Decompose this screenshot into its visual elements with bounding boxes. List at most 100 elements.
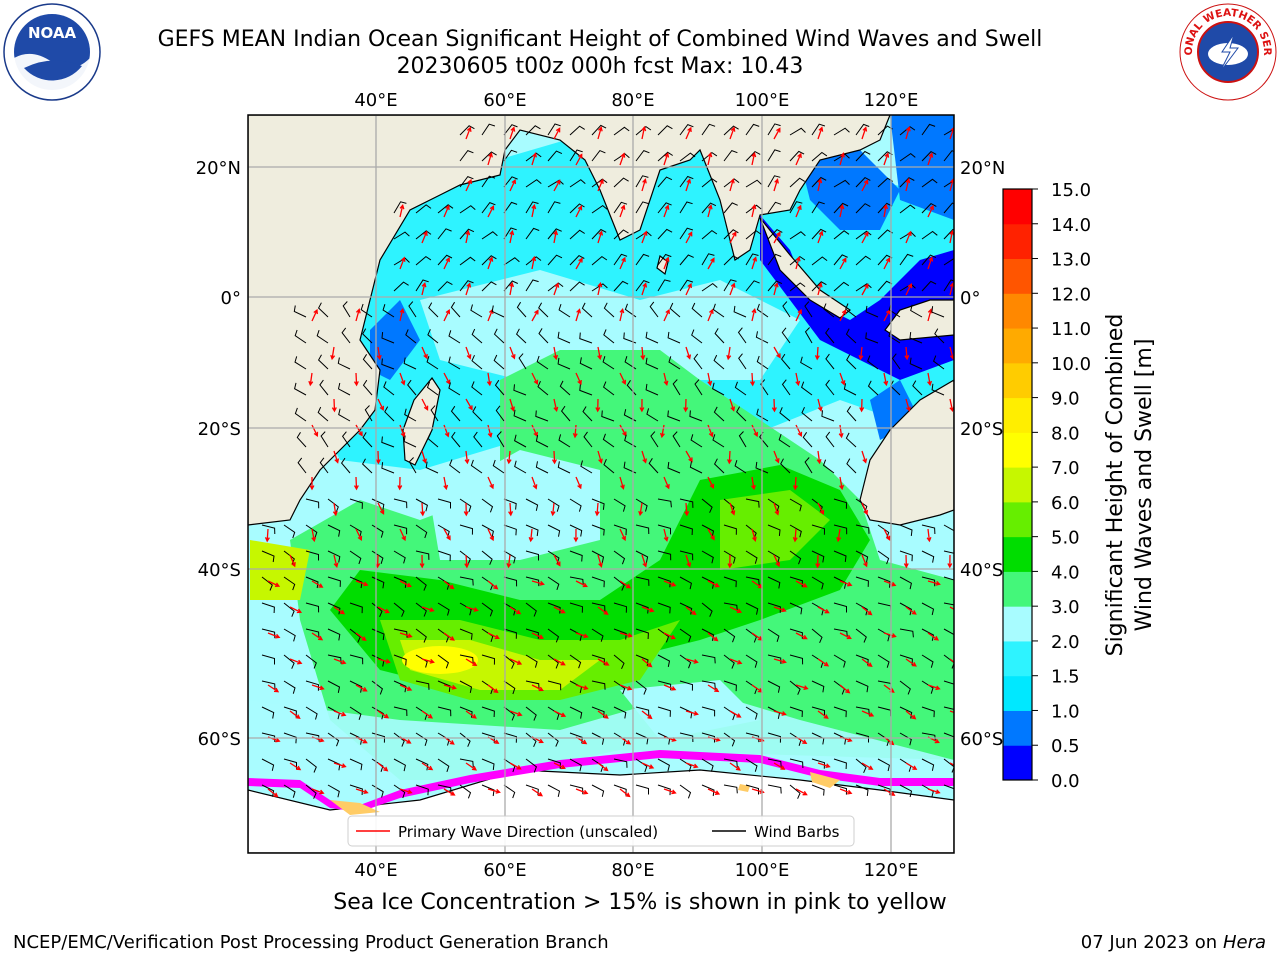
wind-barb [811, 123, 826, 136]
wave-direction-arrow [531, 476, 538, 490]
wind-barb [603, 329, 615, 344]
colorbar-tick-label: 13.0 [1051, 250, 1091, 271]
wave-direction-arrow [663, 476, 670, 490]
wind-barb [327, 602, 341, 615]
wind-barb [657, 654, 671, 667]
wind-barb [591, 255, 608, 266]
wind-barb [428, 302, 439, 318]
wind-barb [305, 576, 319, 589]
wave-direction-arrow [949, 229, 954, 244]
wind-barb [877, 202, 893, 214]
wave-direction-arrow [927, 256, 934, 270]
wind-barb [833, 628, 848, 638]
wave-direction-arrow [487, 528, 495, 542]
wind-barb [437, 550, 451, 562]
wind-barb [437, 576, 450, 590]
wind-barb [943, 202, 954, 214]
wind-barb [579, 332, 593, 344]
wind-barb [459, 628, 473, 640]
wind-barb [283, 628, 296, 642]
wave-direction-arrow [487, 580, 499, 590]
wind-barb [535, 410, 549, 422]
wind-barb [393, 758, 406, 772]
wave-direction-arrow [531, 152, 537, 166]
wind-barb [448, 382, 461, 396]
wave-direction-arrow [264, 528, 270, 543]
wave-direction-arrow [684, 502, 690, 517]
wind-barb [305, 628, 320, 639]
wind-barb [745, 706, 758, 720]
wind-barb [473, 431, 483, 448]
wind-barb [613, 229, 629, 240]
wind-barb [943, 257, 954, 266]
wave-direction-arrow [619, 632, 633, 638]
wave-direction-arrow [465, 282, 472, 296]
wind-barb [789, 680, 801, 695]
wind-barb [320, 431, 329, 448]
wave-direction-arrow [751, 256, 758, 270]
wind-barb [899, 152, 916, 162]
wind-barb [591, 149, 606, 162]
wind-barb [931, 383, 945, 396]
wave-direction-arrow [597, 606, 609, 616]
wave-direction-arrow [443, 204, 450, 218]
wave-direction-arrow [619, 788, 631, 798]
wind-barb [341, 327, 351, 344]
wind-barb [855, 784, 869, 796]
wave-direction-arrow [861, 658, 873, 668]
colorbar-bin [1003, 293, 1032, 329]
wind-barb [865, 332, 879, 344]
wave-direction-arrow [839, 152, 845, 166]
wind-barb [503, 280, 519, 292]
wave-direction-arrow [750, 476, 756, 491]
colorbar-label: Significant Height of Combined Wind Wave… [1103, 314, 1157, 657]
wind-barb [865, 305, 879, 318]
wind-barb [789, 282, 806, 292]
svg-text:20°N: 20°N [196, 158, 241, 179]
wind-barb [779, 407, 791, 422]
wind-barb [459, 498, 472, 513]
wind-barb [362, 328, 373, 344]
wind-barb [811, 256, 828, 266]
svg-text:Wind Waves and Swell [m]: Wind Waves and Swell [m] [1132, 339, 1157, 632]
wave-direction-arrow [331, 398, 337, 413]
wave-direction-arrow [531, 255, 537, 270]
wave-direction-arrow [707, 424, 714, 438]
wave-direction-arrow [685, 282, 692, 296]
wind-barb [723, 784, 738, 794]
wind-barb [713, 406, 725, 422]
wave-direction-arrow [751, 424, 759, 438]
wave-direction-arrow [355, 424, 363, 437]
wave-direction-arrow [883, 580, 897, 587]
wind-barb [415, 230, 432, 240]
wave-direction-arrow [773, 450, 780, 464]
wind-barb [800, 356, 813, 370]
wind-barb [635, 706, 650, 717]
wave-direction-arrow [817, 710, 829, 719]
wind-barb [899, 550, 913, 562]
wave-direction-arrow [861, 450, 868, 464]
wind-barb [679, 152, 696, 162]
svg-text:20°S: 20°S [960, 419, 1003, 440]
wind-barb [319, 457, 329, 474]
wind-barb [712, 382, 725, 396]
wave-direction-arrow [509, 658, 523, 665]
wind-barb [536, 355, 549, 370]
colorbar-bin [1003, 536, 1032, 572]
wind-barb [745, 732, 760, 743]
wind-barb [569, 498, 582, 512]
wave-direction-arrow [619, 256, 626, 270]
wind-barb [635, 784, 649, 795]
wind-barb [825, 353, 835, 370]
wind-barb [327, 680, 341, 693]
wind-barb [294, 407, 307, 422]
wind-barb [579, 384, 593, 396]
wind-barb [691, 329, 703, 344]
wave-direction-arrow [421, 346, 428, 360]
wind-barb [613, 201, 628, 214]
wind-barb [780, 353, 791, 370]
wind-barb [943, 279, 954, 292]
wind-barb [921, 628, 935, 641]
wave-direction-arrow [685, 346, 692, 360]
wind-barb [845, 432, 857, 448]
